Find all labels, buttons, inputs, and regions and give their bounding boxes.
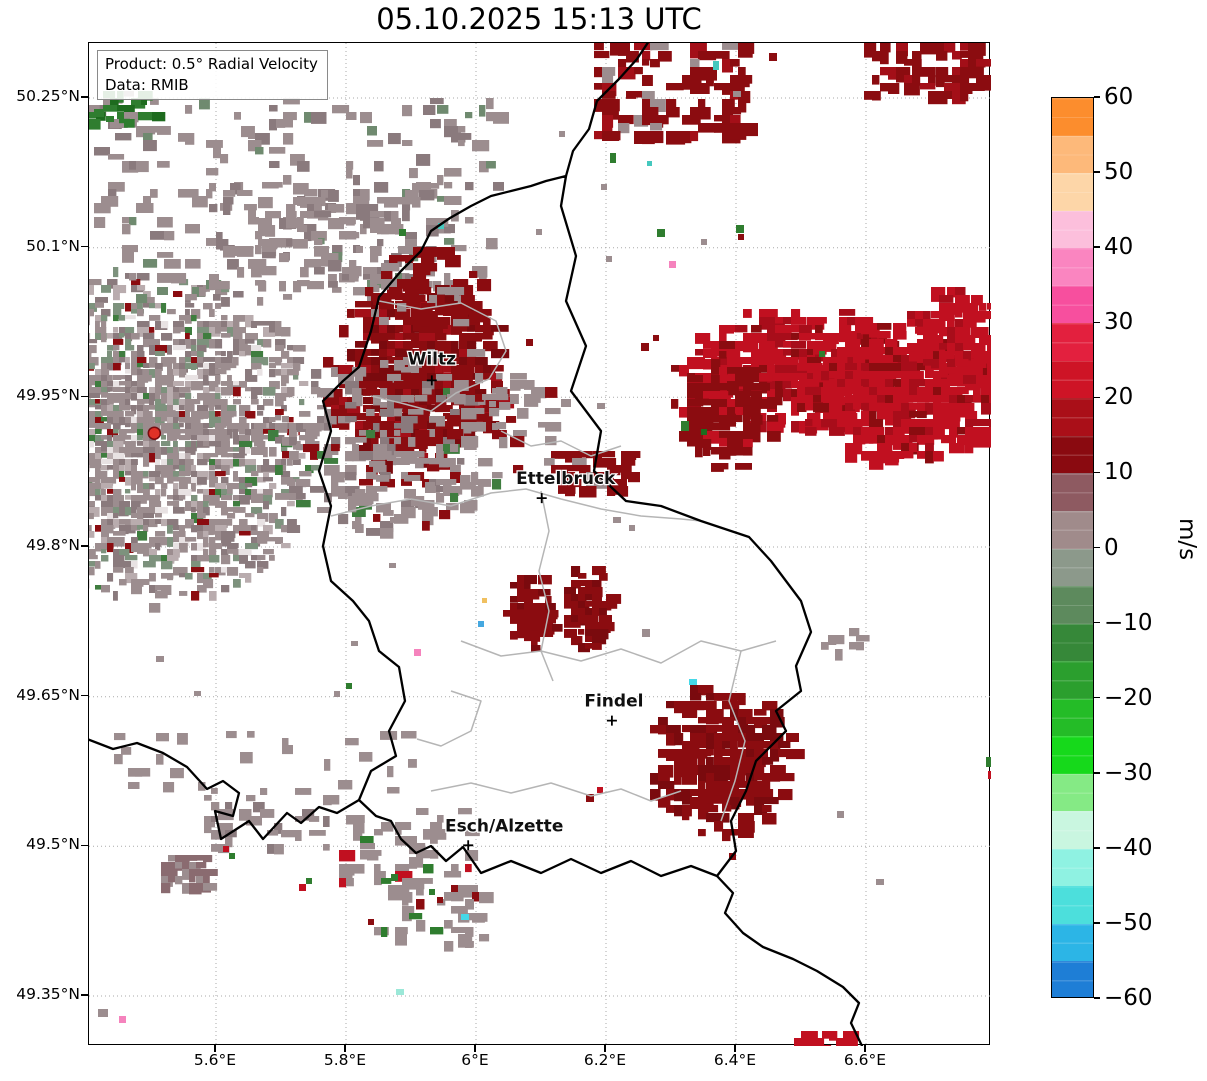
data-source-label: Data: RMIB <box>105 75 189 94</box>
radar-echoes <box>89 43 991 1046</box>
colorbar-segment <box>1052 285 1093 324</box>
colorbar-segment <box>1052 473 1093 512</box>
colorbar-tick-label: −10 <box>1104 609 1153 636</box>
region-borders <box>330 300 777 822</box>
colorbar-tick <box>1094 621 1100 624</box>
colorbar-tick <box>1094 847 1100 849</box>
colorbar-tick <box>1094 696 1100 699</box>
colorbar-tick-label: −30 <box>1104 759 1153 786</box>
colorbar-segment <box>1052 811 1093 850</box>
lon-tick-label: 6°E <box>461 1051 489 1069</box>
lat-tick-label: 50.1°N <box>26 236 80 255</box>
colorbar-segment <box>1052 135 1093 174</box>
city-label: Wiltz <box>408 349 457 369</box>
lon-tick-label: 6.6°E <box>843 1051 887 1069</box>
radar-site-marker <box>147 426 162 440</box>
lat-tick <box>81 545 88 547</box>
colorbar-tick <box>1094 546 1100 549</box>
lat-tick-label: 49.5°N <box>26 835 80 854</box>
colorbar <box>1051 97 1094 998</box>
colorbar-segment <box>1052 210 1093 249</box>
lat-tick <box>81 994 88 996</box>
colorbar-unit-label: m/s <box>1174 518 1200 561</box>
colorbar-tick-label: 20 <box>1104 384 1134 411</box>
lat-tick <box>81 245 88 248</box>
colorbar-tick <box>1094 396 1100 399</box>
figure-title: 05.10.2025 15:13 UTC <box>376 2 702 36</box>
colorbar-segment <box>1052 398 1093 437</box>
lat-tick <box>81 96 88 98</box>
colorbar-segment <box>1052 548 1093 587</box>
colorbar-segment <box>1052 510 1093 549</box>
city-cross-icon <box>463 840 474 851</box>
colorbar-tick-label: −20 <box>1104 684 1153 711</box>
lon-tick <box>604 1045 606 1052</box>
colorbar-tick <box>1094 471 1100 474</box>
city-label: Esch/Alzette <box>445 816 563 836</box>
colorbar-segment <box>1052 698 1093 737</box>
lon-tick-label: 6.2°E <box>583 1051 627 1069</box>
colorbar-tick-label: −40 <box>1104 834 1153 861</box>
product-label: Product: 0.5° Radial Velocity <box>105 55 318 73</box>
lat-tick <box>81 395 88 398</box>
colorbar-segment <box>1052 773 1093 812</box>
colorbar-tick-label: −50 <box>1104 909 1153 936</box>
colorbar-segment <box>1052 586 1093 625</box>
colorbar-tick <box>1094 922 1100 924</box>
lon-tick <box>214 1045 216 1052</box>
lat-tick-label: 49.95°N <box>16 386 80 405</box>
colorbar-segment <box>1052 435 1093 474</box>
colorbar-segment <box>1052 173 1093 212</box>
city-label: Ettelbruck <box>516 469 616 489</box>
colorbar-tick-label: −60 <box>1104 985 1153 1011</box>
colorbar-tick <box>1094 321 1100 323</box>
country-borders <box>89 43 864 1046</box>
colorbar-tick <box>1094 171 1100 173</box>
colorbar-tick <box>1094 772 1100 774</box>
lat-tick-label: 50.25°N <box>16 86 80 105</box>
city-label: Findel <box>584 692 643 712</box>
lon-tick-label: 5.6°E <box>193 1051 237 1069</box>
colorbar-tick-label: 30 <box>1104 309 1134 336</box>
lat-tick-label: 49.65°N <box>16 685 80 704</box>
colorbar-segment <box>1052 848 1093 887</box>
colorbar-tick <box>1094 96 1100 98</box>
city-cross-icon <box>536 493 547 504</box>
city-cross-icon <box>606 715 617 726</box>
colorbar-segment <box>1052 98 1093 137</box>
city-markers: Wiltz Ettelbruck Findel Esch/Alzette <box>406 348 645 851</box>
colorbar-segment <box>1052 961 1093 997</box>
lat-tick-label: 49.8°N <box>26 535 80 554</box>
colorbar-segment <box>1052 248 1093 287</box>
lon-tick <box>474 1045 476 1052</box>
colorbar-segment <box>1052 886 1093 925</box>
colorbar-tick-label: 10 <box>1104 459 1134 486</box>
colorbar-tick-label: 40 <box>1104 234 1134 261</box>
colorbar-tick-label: 0 <box>1104 534 1119 561</box>
colorbar-tick-label: 60 <box>1104 84 1134 110</box>
colorbar-tick <box>1094 997 1100 999</box>
lon-tick <box>734 1045 736 1052</box>
colorbar-tick-label: 50 <box>1104 159 1134 186</box>
colorbar-segment <box>1052 661 1093 700</box>
colorbar-segment <box>1052 360 1093 399</box>
lat-tick-label: 49.35°N <box>16 985 80 1003</box>
colorbar-segment <box>1052 323 1093 362</box>
product-info-box: Product: 0.5° Radial Velocity Data: RMIB <box>97 50 328 101</box>
lon-tick <box>344 1045 346 1052</box>
colorbar-tick <box>1094 246 1100 248</box>
lat-tick <box>81 694 88 697</box>
colorbar-segment <box>1052 736 1093 775</box>
colorbar-segment <box>1052 923 1093 962</box>
colorbar-segment <box>1052 623 1093 662</box>
lon-tick <box>864 1045 866 1052</box>
city-cross-icon <box>426 375 437 386</box>
lon-tick-label: 6.4°E <box>713 1051 757 1069</box>
lon-tick-label: 5.8°E <box>323 1051 367 1069</box>
map-plot: Wiltz Ettelbruck Findel Esch/Alzette Produc… <box>88 42 991 1046</box>
lat-tick <box>81 844 88 847</box>
